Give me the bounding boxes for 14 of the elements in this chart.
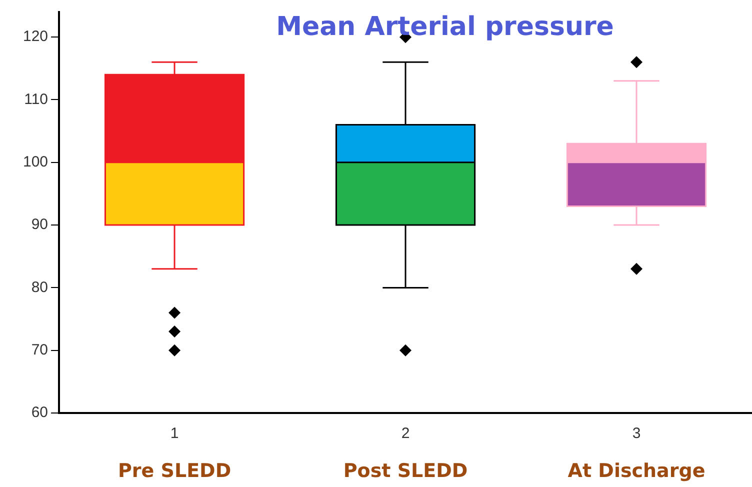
y-tick-label: 70 — [31, 341, 48, 358]
y-tick-label: 100 — [22, 154, 48, 171]
y-tick-label: 110 — [24, 90, 48, 108]
x-tick-label: 2 — [401, 425, 410, 442]
y-tick-label: 90 — [31, 216, 48, 234]
x-tick-label: 3 — [632, 425, 641, 442]
text: At Discharge — [568, 460, 706, 482]
y-tick-label: 80 — [31, 278, 48, 296]
chart-title: Mean Arterial pressure — [276, 12, 614, 42]
text: Post SLEDD — [343, 460, 468, 482]
x-tick-label: 1 — [170, 425, 179, 442]
y-tick-label: 60 — [31, 404, 48, 422]
y-tick-label: 120 — [22, 28, 48, 46]
text: Pre SLEDD — [118, 460, 232, 482]
